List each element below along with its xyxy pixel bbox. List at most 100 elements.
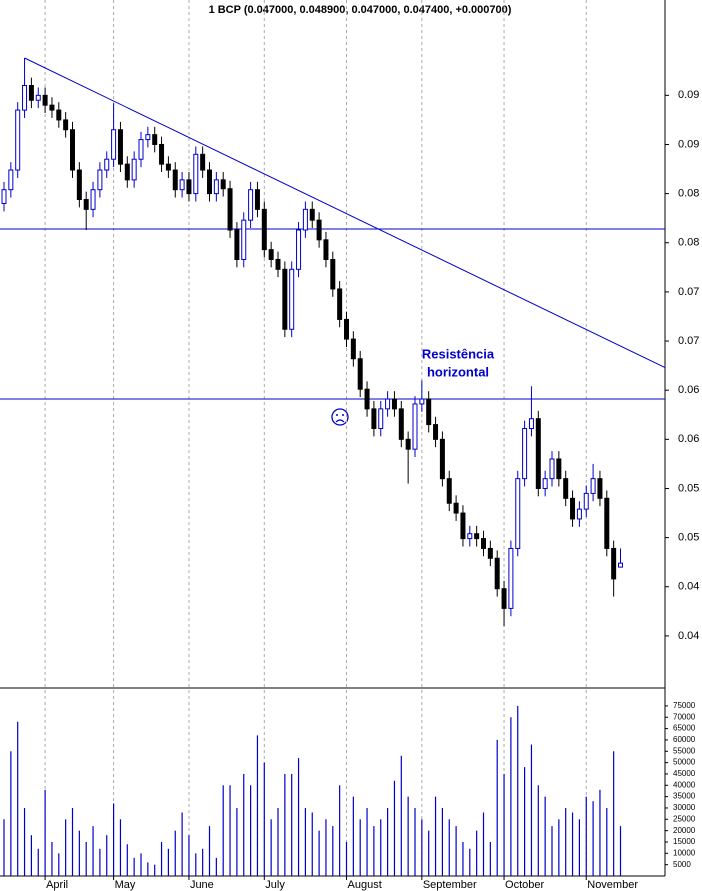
candle-body	[165, 163, 171, 171]
candle-body	[426, 398, 432, 426]
y-tick-label: 30000	[673, 803, 696, 812]
candle-body	[227, 188, 233, 231]
y-tick-label: 60000	[673, 735, 696, 744]
candle-body	[22, 85, 28, 111]
candle-body	[563, 478, 569, 499]
y-tick-label: 25000	[673, 814, 696, 823]
candle-body	[186, 179, 192, 195]
frown-icon	[331, 408, 349, 426]
y-tick-label: 0.04	[678, 630, 699, 642]
candle-body	[56, 109, 62, 121]
candle-body	[481, 538, 486, 549]
candle-body	[344, 318, 349, 340]
candle-body	[289, 268, 295, 330]
candle-body	[535, 418, 541, 489]
candle-body	[508, 547, 514, 609]
candle-body	[200, 153, 206, 171]
candle-body	[433, 424, 439, 440]
candle-body	[398, 408, 404, 440]
candle-body	[241, 219, 247, 260]
candle-body	[371, 408, 377, 430]
candle-body	[391, 398, 397, 410]
candle-body	[172, 169, 178, 191]
candle-body	[357, 358, 363, 390]
candle-body	[576, 508, 582, 520]
candle-body	[618, 562, 623, 568]
candle-body	[302, 208, 308, 231]
candle-body	[152, 134, 158, 145]
candle-body	[63, 119, 69, 131]
candle-body	[42, 94, 48, 106]
y-tick-label: 0.08	[678, 237, 699, 249]
candle-body	[337, 288, 343, 320]
candle-body	[460, 512, 466, 540]
y-tick-label: 55000	[673, 746, 696, 755]
candle-body	[542, 478, 548, 489]
candle-body	[179, 179, 185, 191]
candle-body	[501, 588, 507, 609]
y-tick-label: 5000	[673, 860, 691, 869]
chart-title: 1 BCP (0.047000, 0.048900, 0.047000, 0.0…	[209, 4, 512, 16]
candle-body	[515, 478, 521, 549]
candle-body	[467, 533, 473, 540]
candle-body	[419, 398, 425, 405]
candle-body	[248, 189, 254, 221]
y-tick-label: 35000	[673, 792, 696, 801]
candle-body	[261, 208, 267, 251]
candle-body	[35, 94, 41, 101]
y-tick-label: 0.09	[678, 138, 699, 150]
candle-body	[97, 169, 103, 191]
candle-body	[49, 104, 55, 111]
candle-body	[330, 258, 336, 290]
x-tick-label: May	[115, 879, 136, 891]
candle-body	[70, 129, 75, 171]
y-tick-label: 0.07	[678, 335, 699, 347]
candle-body	[1, 189, 7, 204]
candle-body	[405, 438, 411, 450]
y-tick-label: 0.06	[678, 384, 699, 396]
candle-body	[597, 478, 603, 499]
candle-body	[549, 458, 555, 480]
x-tick-label: November	[587, 879, 638, 891]
candle-body	[207, 169, 212, 195]
candle-body	[439, 438, 445, 480]
candle-body	[316, 219, 322, 241]
y-tick-label: 0.07	[678, 286, 699, 298]
candle-body	[117, 129, 123, 165]
y-tick-label: 45000	[673, 769, 696, 778]
candle-body	[474, 533, 480, 540]
candle-body	[611, 547, 617, 580]
candle-body	[213, 179, 219, 195]
x-tick-label: June	[190, 879, 214, 891]
candle-body	[268, 249, 274, 260]
candle-body	[590, 478, 596, 494]
candle-body	[412, 403, 418, 450]
annotation: Resistência	[422, 346, 495, 361]
candle-body	[275, 258, 281, 270]
candle-body	[254, 189, 260, 210]
x-tick-label: September	[423, 879, 477, 891]
candle-body	[76, 169, 82, 201]
candle-body	[556, 458, 562, 480]
candle-body	[522, 428, 528, 480]
candle-body	[378, 408, 384, 430]
candle-body	[104, 158, 110, 171]
candle-body	[296, 229, 302, 270]
trend-line	[24, 57, 666, 369]
candle-body	[309, 208, 315, 221]
x-tick-label: August	[348, 879, 382, 891]
candle-body	[494, 557, 500, 590]
y-tick-label: 0.09	[678, 89, 699, 101]
y-tick-label: 70000	[673, 712, 696, 721]
candle-body	[220, 179, 226, 190]
y-tick-label: 50000	[673, 758, 696, 767]
candle-body	[487, 547, 493, 559]
candle-body	[8, 169, 14, 191]
y-tick-label: 0.05	[678, 482, 699, 494]
candle-body	[111, 129, 117, 160]
candle-body	[138, 139, 144, 160]
y-tick-label: 0.04	[678, 581, 699, 593]
y-tick-label: 10000	[673, 848, 696, 857]
